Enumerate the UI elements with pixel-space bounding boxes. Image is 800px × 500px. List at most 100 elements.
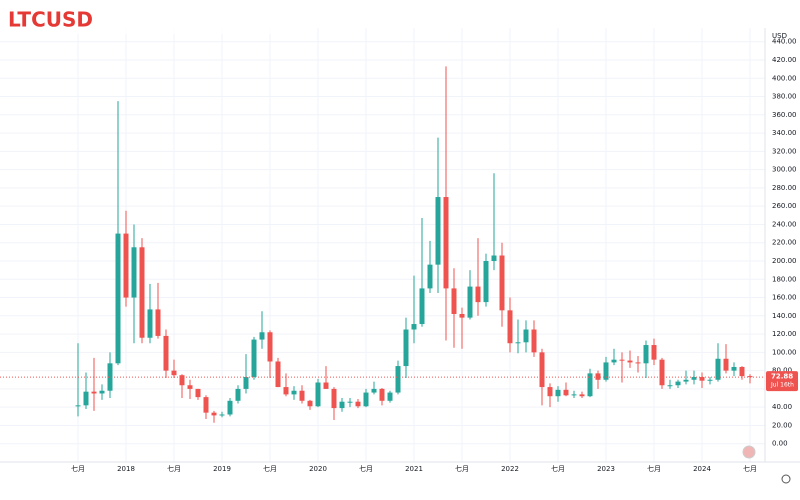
candle-body bbox=[587, 373, 593, 397]
candle-body bbox=[523, 329, 529, 343]
candle-body bbox=[331, 388, 337, 409]
candle-body bbox=[275, 361, 281, 388]
candle-body bbox=[131, 247, 137, 298]
candle-body bbox=[235, 388, 241, 401]
candle-body bbox=[595, 373, 601, 380]
y-tick-label: 400.00 bbox=[772, 74, 797, 82]
x-tick-label: 七月 bbox=[167, 464, 181, 473]
candle-body bbox=[651, 345, 657, 360]
candle-body bbox=[579, 394, 585, 397]
candle-body bbox=[507, 310, 513, 344]
candle-body bbox=[395, 366, 401, 393]
y-tick-label: 240.00 bbox=[772, 220, 797, 228]
title-bg bbox=[0, 4, 295, 34]
candle-body bbox=[259, 332, 265, 340]
candle-body bbox=[347, 401, 353, 403]
candle-body bbox=[643, 345, 649, 364]
y-tick-label: 440.00 bbox=[772, 38, 797, 46]
candle-body bbox=[635, 362, 641, 364]
y-tick-label: 300.00 bbox=[772, 166, 797, 174]
y-tick-label: 20.00 bbox=[772, 421, 792, 429]
x-tick-label: 2024 bbox=[693, 465, 711, 473]
candle-body bbox=[563, 389, 569, 396]
candle-body bbox=[707, 379, 713, 381]
candle-body bbox=[243, 377, 249, 389]
candle-body bbox=[315, 382, 321, 407]
candle-body bbox=[339, 401, 345, 409]
y-tick-label: 0.00 bbox=[772, 440, 788, 448]
candle-body bbox=[435, 197, 441, 265]
y-tick-label: 180.00 bbox=[772, 275, 797, 283]
candle-body bbox=[355, 401, 361, 407]
y-tick-label: 380.00 bbox=[772, 93, 797, 101]
candle-body bbox=[547, 387, 553, 397]
candle-body bbox=[75, 405, 81, 407]
candle-body bbox=[411, 324, 417, 330]
x-tick-label: 七月 bbox=[263, 464, 277, 473]
x-tick-label: 2021 bbox=[405, 465, 423, 473]
candle-body bbox=[667, 385, 673, 387]
y-tick-label: 420.00 bbox=[772, 56, 797, 64]
candle-body bbox=[107, 363, 113, 391]
x-tick-label: 七月 bbox=[743, 464, 757, 473]
candle-body bbox=[483, 260, 489, 303]
candle-body bbox=[491, 255, 497, 261]
candle-body bbox=[147, 309, 153, 338]
candle-body bbox=[451, 288, 457, 314]
x-tick-label: 2019 bbox=[213, 465, 231, 473]
y-tick-label: 280.00 bbox=[772, 184, 797, 192]
candle-body bbox=[403, 329, 409, 367]
candle-body bbox=[99, 390, 105, 394]
date-label: Jul 16th bbox=[770, 382, 794, 389]
candle-body bbox=[747, 376, 753, 378]
x-tick-label: 七月 bbox=[551, 464, 565, 473]
candle-body bbox=[187, 385, 193, 389]
candle-body bbox=[179, 375, 185, 386]
candle-body bbox=[571, 394, 577, 396]
candle-body bbox=[171, 370, 177, 376]
x-tick-label: 七月 bbox=[647, 464, 661, 473]
candle-body bbox=[227, 400, 233, 415]
candle-body bbox=[307, 400, 313, 407]
candle-body bbox=[419, 288, 425, 325]
candle-body bbox=[251, 339, 257, 378]
candle-body bbox=[291, 390, 297, 395]
candle-body bbox=[219, 414, 225, 416]
price-label: 72.88 bbox=[771, 373, 793, 381]
y-tick-label: 140.00 bbox=[772, 312, 797, 320]
candle-body bbox=[723, 358, 729, 371]
candle-body bbox=[139, 247, 145, 338]
candle-body bbox=[123, 233, 129, 298]
candle-body bbox=[675, 381, 681, 386]
candle-body bbox=[211, 412, 217, 416]
x-tick-label: 2023 bbox=[597, 465, 615, 473]
x-tick-label: 七月 bbox=[455, 464, 469, 473]
candle-body bbox=[379, 388, 385, 401]
flag-icon bbox=[742, 445, 756, 459]
candle-body bbox=[499, 255, 505, 311]
candle-body bbox=[603, 362, 609, 380]
y-tick-label: 120.00 bbox=[772, 330, 797, 338]
candle-body bbox=[283, 387, 289, 395]
x-tick-label: 2018 bbox=[117, 465, 135, 473]
candle-body bbox=[699, 377, 705, 381]
x-tick-label: 七月 bbox=[359, 464, 373, 473]
candle-body bbox=[163, 335, 169, 371]
candle-body bbox=[427, 264, 433, 289]
candle-body bbox=[691, 377, 697, 380]
price-box bbox=[766, 371, 798, 392]
x-tick-label: 2022 bbox=[501, 465, 519, 473]
candle-body bbox=[539, 352, 545, 388]
x-tick-label: 七月 bbox=[71, 464, 85, 473]
candle-body bbox=[475, 286, 481, 303]
settings-icon[interactable] bbox=[781, 474, 791, 484]
candle-body bbox=[611, 359, 617, 363]
y-tick-label: 260.00 bbox=[772, 202, 797, 210]
candle-body bbox=[731, 366, 737, 371]
candle-body bbox=[203, 397, 209, 413]
y-tick-label: 160.00 bbox=[772, 294, 797, 302]
candle-body bbox=[531, 329, 537, 353]
y-tick-label: 340.00 bbox=[772, 129, 797, 137]
y-tick-label: 220.00 bbox=[772, 239, 797, 247]
